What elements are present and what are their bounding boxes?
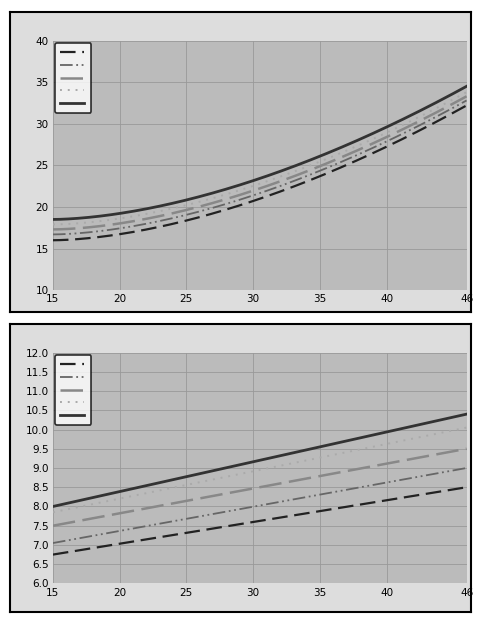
Legend: , , , , : , , , , — [55, 355, 91, 425]
Legend: , , , , : , , , , — [55, 43, 91, 113]
